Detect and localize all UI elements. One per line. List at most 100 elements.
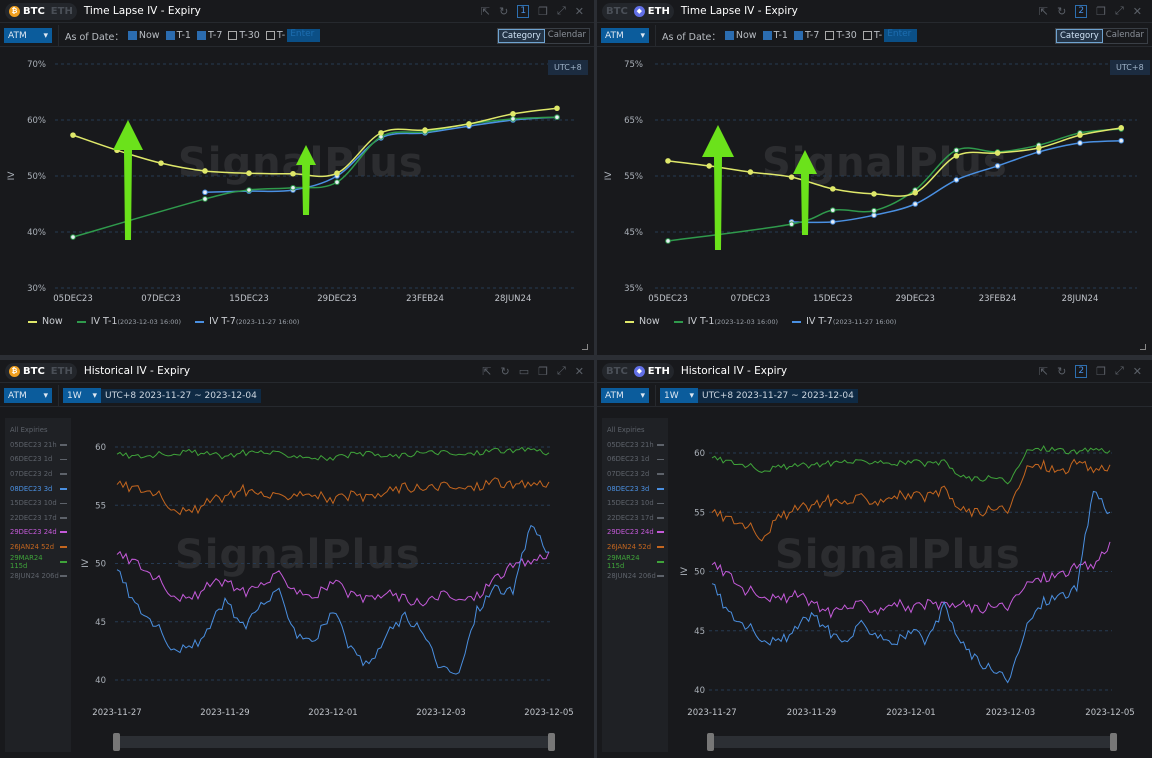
view-option-calendar[interactable]: Calendar <box>547 29 586 40</box>
close-icon[interactable]: ✕ <box>574 4 584 18</box>
mode-select[interactable]: ATM ▾ <box>4 388 52 403</box>
view-option-category[interactable]: Category <box>1055 28 1103 43</box>
view-toggle[interactable]: Category Calendar <box>496 27 590 44</box>
expand-icon[interactable]: ⤢ <box>1114 4 1124 17</box>
duplicate-icon[interactable]: ❐ <box>538 364 548 378</box>
duplicate-icon[interactable]: ❐ <box>538 4 548 18</box>
slider-handle-left[interactable] <box>113 733 120 751</box>
expiry-item[interactable]: 07DEC23 2d <box>607 467 668 482</box>
coin-option-btc[interactable]: BTC <box>606 6 628 17</box>
expiry-item[interactable]: 15DEC23 10d <box>607 496 668 511</box>
legend-item-t7[interactable]: IV T-7(2023-11-27 16:00) <box>195 316 299 327</box>
coin-option-btc[interactable]: ₿ BTC <box>9 365 45 377</box>
slider-handle-left[interactable] <box>707 733 714 751</box>
checkbox-checked-icon[interactable] <box>196 31 206 40</box>
coin-option-eth[interactable]: ◆ ETH <box>633 365 670 377</box>
checkbox-t-7[interactable]: T-7 <box>196 30 222 41</box>
legend-item-t7[interactable]: IV T-7(2023-11-27 16:00) <box>792 316 896 327</box>
view-toggle[interactable]: Category Calendar <box>1054 27 1148 44</box>
external-link-icon[interactable]: ⇱ <box>480 4 491 18</box>
expiry-item[interactable]: 22DEC23 17d <box>607 511 668 526</box>
expiry-item[interactable]: 29MAR24 115d <box>607 554 668 570</box>
expiry-item[interactable]: 08DEC23 3d <box>10 481 71 496</box>
checkbox-now[interactable]: Now <box>724 30 757 41</box>
expiry-item[interactable]: 06DEC23 1d <box>607 452 668 467</box>
expiry-item[interactable]: 26JAN24 52d <box>10 540 71 555</box>
checkbox-empty-icon[interactable] <box>265 31 275 40</box>
expiry-item[interactable]: 29MAR24 115d <box>10 554 71 570</box>
view-option-category[interactable]: Category <box>497 28 545 43</box>
duplicate-icon[interactable]: ❐ <box>1096 4 1106 18</box>
date-range[interactable]: UTC+8 2023-11-27 ~ 2023-12-04 <box>698 388 858 403</box>
refresh-icon[interactable]: ↻ <box>500 364 510 378</box>
refresh-icon[interactable]: ↻ <box>499 4 509 18</box>
coin-option-eth[interactable]: ◆ ETH <box>633 5 670 17</box>
date-range[interactable]: UTC+8 2023-11-27 ~ 2023-12-04 <box>101 388 261 403</box>
checkbox-checked-icon[interactable] <box>127 31 137 40</box>
slider-handle-right[interactable] <box>548 733 555 751</box>
expiry-item[interactable]: 29DEC23 24d <box>10 525 71 540</box>
slider-handle-right[interactable] <box>1110 733 1117 751</box>
expand-icon[interactable]: ⤢ <box>556 4 566 17</box>
resize-handle[interactable] <box>582 344 588 350</box>
checkbox-checked-icon[interactable] <box>762 31 772 40</box>
expiry-item[interactable]: 29DEC23 24d <box>607 525 668 540</box>
folder-icon[interactable]: ▭ <box>518 364 530 378</box>
legend-item-t1[interactable]: IV T-1(2023-12-03 16:00) <box>76 316 181 327</box>
checkbox-now[interactable]: Now <box>127 30 160 41</box>
coin-switch[interactable]: ₿ BTC ETH <box>5 362 77 380</box>
time-range-slider[interactable] <box>707 733 1117 751</box>
close-icon[interactable]: ✕ <box>1132 4 1142 18</box>
expand-icon[interactable]: ⤢ <box>556 364 566 377</box>
coin-option-eth[interactable]: ETH <box>51 6 73 17</box>
time-range-slider[interactable] <box>113 733 555 751</box>
expiry-item[interactable]: 15DEC23 10d <box>10 496 71 511</box>
custom-offset-input[interactable]: Enter <box>287 29 321 42</box>
mode-select[interactable]: ATM ▾ <box>601 388 649 403</box>
resize-handle[interactable] <box>1140 344 1146 350</box>
checkbox-checked-icon[interactable] <box>724 31 734 40</box>
legend-item-now[interactable]: Now <box>625 316 660 327</box>
coin-option-eth[interactable]: ETH <box>51 366 73 377</box>
coin-switch[interactable]: BTC ◆ ETH <box>602 362 674 380</box>
checkbox-t-30[interactable]: T-30 <box>825 30 857 41</box>
legend-item-now[interactable]: Now <box>28 316 63 327</box>
mode-select[interactable]: ATM ▾ <box>601 28 649 43</box>
expiry-item[interactable]: 26JAN24 52d <box>607 540 668 555</box>
checkbox-checked-icon[interactable] <box>793 31 803 40</box>
expiry-item[interactable]: 28JUN24 206d <box>607 569 668 584</box>
period-select[interactable]: 1W ▾ <box>660 388 698 403</box>
external-link-icon[interactable]: ⇱ <box>1038 4 1049 18</box>
refresh-icon[interactable]: ↻ <box>1057 4 1067 18</box>
external-link-icon[interactable]: ⇱ <box>482 364 492 378</box>
close-icon[interactable]: ✕ <box>1132 364 1142 378</box>
expiry-item[interactable]: 08DEC23 3d <box>607 481 668 496</box>
external-link-icon[interactable]: ⇱ <box>1038 364 1049 378</box>
expiry-item[interactable]: 05DEC23 21h <box>10 438 71 453</box>
coin-option-btc[interactable]: BTC <box>606 366 628 377</box>
checkbox-empty-icon[interactable] <box>825 31 835 40</box>
window-number-badge[interactable]: 2 <box>1075 4 1088 18</box>
expiry-item[interactable]: 07DEC23 2d <box>10 467 71 482</box>
checkbox-t-1[interactable]: T-1 <box>762 30 788 41</box>
expand-icon[interactable]: ⤢ <box>1114 364 1124 377</box>
coin-switch[interactable]: ₿ BTC ETH <box>5 2 77 20</box>
checkbox-t-30[interactable]: T-30 <box>228 30 260 41</box>
checkbox-t-7[interactable]: T-7 <box>793 30 819 41</box>
custom-offset-input[interactable]: Enter <box>884 29 918 42</box>
view-option-calendar[interactable]: Calendar <box>1105 29 1144 40</box>
window-number-badge[interactable]: 2 <box>1075 364 1088 378</box>
period-select[interactable]: 1W ▾ <box>63 388 101 403</box>
expiry-item[interactable]: 28JUN24 206d <box>10 569 71 584</box>
checkbox-t-[interactable]: T- <box>265 30 285 41</box>
window-number-badge[interactable]: 1 <box>517 4 530 18</box>
expiry-item[interactable]: 22DEC23 17d <box>10 511 71 526</box>
checkbox-t-1[interactable]: T-1 <box>165 30 191 41</box>
mode-select[interactable]: ATM ▾ <box>4 28 52 43</box>
expiry-item[interactable]: 06DEC23 1d <box>10 452 71 467</box>
checkbox-empty-icon[interactable] <box>228 31 238 40</box>
coin-switch[interactable]: BTC ◆ ETH <box>602 2 674 20</box>
close-icon[interactable]: ✕ <box>574 364 584 378</box>
checkbox-checked-icon[interactable] <box>165 31 175 40</box>
duplicate-icon[interactable]: ❐ <box>1096 364 1106 378</box>
